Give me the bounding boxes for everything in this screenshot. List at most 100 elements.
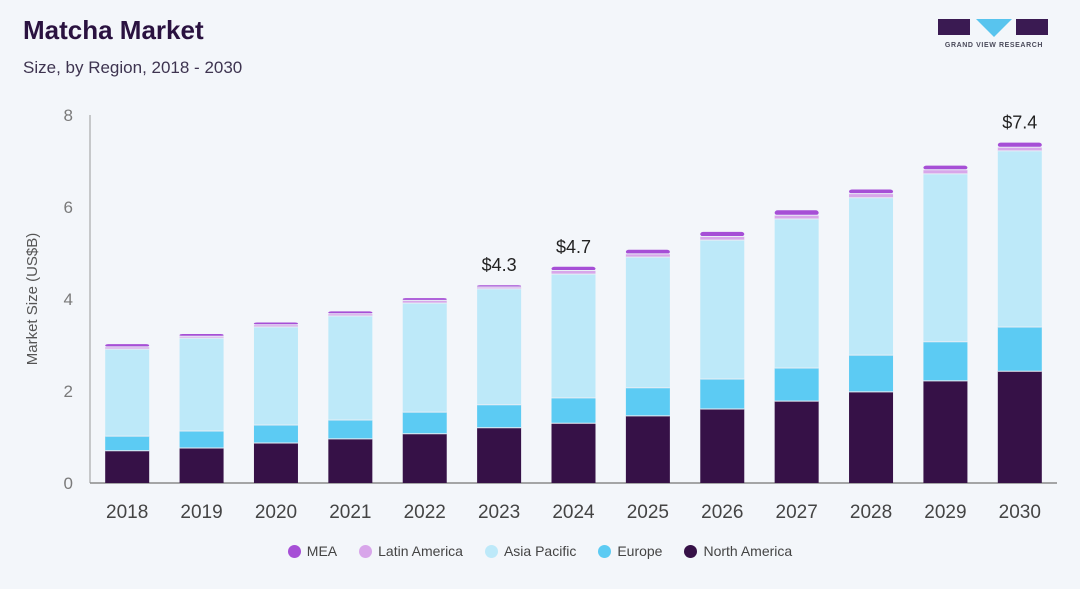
bar-segment-mea bbox=[923, 165, 968, 170]
bar-segment-europe bbox=[774, 368, 819, 402]
legend-item-north-america[interactable]: North America bbox=[684, 543, 792, 559]
bar-segment-europe bbox=[625, 387, 670, 416]
bar-segment-latin-america bbox=[849, 193, 894, 198]
x-tick-label: 2023 bbox=[478, 502, 520, 523]
bar-segment-asia-pacific bbox=[625, 257, 670, 388]
bar-segment-mea bbox=[253, 322, 298, 325]
bar-segment-europe bbox=[179, 431, 224, 449]
bar-segment-mea bbox=[997, 142, 1042, 148]
bar-segment-asia-pacific bbox=[774, 218, 819, 368]
bar-segment-europe bbox=[551, 397, 596, 424]
bar-segment-north-america bbox=[997, 371, 1042, 483]
legend-label: Latin America bbox=[378, 543, 463, 559]
x-tick-label: 2029 bbox=[924, 502, 966, 523]
bar-segment-north-america bbox=[253, 442, 298, 483]
x-tick-label: 2026 bbox=[701, 502, 743, 523]
bar-segment-latin-america bbox=[253, 324, 298, 328]
bar-segment-mea bbox=[625, 249, 670, 254]
x-tick-label: 2021 bbox=[329, 502, 371, 523]
bar-segment-north-america bbox=[700, 408, 745, 483]
y-tick-label: 8 bbox=[64, 106, 73, 125]
logo-triangle-icon bbox=[976, 19, 1012, 37]
bar-segment-mea bbox=[774, 210, 819, 216]
data-label: $4.7 bbox=[556, 237, 591, 257]
bar-segment-asia-pacific bbox=[700, 240, 745, 380]
legend-swatch bbox=[484, 544, 498, 558]
bar-segment-north-america bbox=[105, 450, 150, 483]
bar-segment-north-america bbox=[923, 380, 968, 483]
legend-swatch bbox=[598, 544, 612, 558]
bar-segment-europe bbox=[402, 412, 447, 434]
bar-segment-asia-pacific bbox=[477, 288, 522, 405]
data-label: $7.4 bbox=[1002, 113, 1037, 133]
legend-swatch bbox=[359, 544, 373, 558]
legend-item-asia-pacific[interactable]: Asia Pacific bbox=[484, 543, 577, 559]
grand-view-research-logo: GRAND VIEW RESEARCH bbox=[938, 17, 1050, 57]
bar-segment-mea bbox=[402, 298, 447, 301]
y-axis-label: Market Size (US$B) bbox=[24, 233, 41, 366]
legend: MEA Latin America Asia Pacific Europe No… bbox=[0, 543, 1080, 559]
data-label: $4.3 bbox=[482, 255, 517, 275]
logo-left-block-icon bbox=[938, 19, 970, 35]
bar-segment-asia-pacific bbox=[105, 349, 150, 437]
logo-right-block-icon bbox=[1016, 19, 1048, 35]
bar-segment-europe bbox=[849, 355, 894, 392]
bar-segment-north-america bbox=[551, 423, 596, 483]
bar-segment-europe bbox=[253, 425, 298, 443]
bar-segment-latin-america bbox=[774, 215, 819, 219]
bar-segment-latin-america bbox=[179, 336, 224, 339]
bar-segment-asia-pacific bbox=[551, 274, 596, 398]
legend-item-europe[interactable]: Europe bbox=[598, 543, 662, 559]
legend-label: North America bbox=[703, 543, 793, 559]
bar-segment-north-america bbox=[179, 448, 224, 483]
bar-segment-asia-pacific bbox=[402, 303, 447, 413]
x-tick-label: 2020 bbox=[255, 502, 297, 523]
bar-segment-asia-pacific bbox=[253, 327, 298, 426]
y-tick-label: 6 bbox=[64, 198, 73, 217]
x-tick-label: 2025 bbox=[627, 502, 669, 523]
x-tick-label: 2028 bbox=[850, 502, 892, 523]
legend-label: Asia Pacific bbox=[503, 543, 577, 559]
bar-segment-mea bbox=[179, 333, 224, 337]
y-tick-label: 0 bbox=[64, 474, 73, 493]
bar-segment-europe bbox=[700, 379, 745, 409]
bar-segment-mea bbox=[328, 311, 373, 314]
x-tick-label: 2018 bbox=[106, 502, 148, 523]
bar-segment-asia-pacific bbox=[849, 197, 894, 356]
legend-item-latin-america[interactable]: Latin America bbox=[359, 543, 463, 559]
bar-segment-latin-america bbox=[105, 346, 150, 350]
legend-swatch bbox=[287, 544, 301, 558]
bar-segment-mea bbox=[105, 344, 150, 347]
x-tick-label: 2027 bbox=[776, 502, 818, 523]
bar-segment-latin-america bbox=[477, 287, 522, 289]
chart-title: Matcha Market bbox=[23, 15, 204, 45]
bar-segment-europe bbox=[477, 404, 522, 428]
x-tick-label: 2030 bbox=[999, 502, 1041, 523]
legend-swatch bbox=[684, 544, 698, 558]
bar-segment-asia-pacific bbox=[328, 316, 373, 420]
bar-segment-north-america bbox=[477, 427, 522, 483]
x-tick-label: 2022 bbox=[404, 502, 446, 523]
bar-segment-latin-america bbox=[328, 313, 373, 317]
y-tick-label: 4 bbox=[64, 290, 73, 309]
bar-segment-north-america bbox=[402, 433, 447, 483]
x-tick-label: 2024 bbox=[552, 502, 595, 523]
legend-label: MEA bbox=[306, 543, 338, 559]
bar-segment-latin-america bbox=[625, 253, 670, 258]
bar-segment-asia-pacific bbox=[923, 173, 968, 342]
logo-text: GRAND VIEW RESEARCH bbox=[944, 42, 1044, 49]
chart-subtitle: Size, by Region, 2018 - 2030 bbox=[23, 58, 243, 77]
bar-segment-latin-america bbox=[923, 169, 968, 174]
bar-segment-latin-america bbox=[551, 270, 596, 275]
bar-segment-europe bbox=[923, 341, 968, 381]
x-tick-label: 2019 bbox=[180, 502, 222, 523]
bar-segment-north-america bbox=[625, 415, 670, 483]
legend-item-mea[interactable]: MEA bbox=[287, 543, 338, 559]
bar-segment-north-america bbox=[849, 391, 894, 483]
bar-segment-mea bbox=[700, 231, 745, 237]
bar-segment-north-america bbox=[774, 401, 819, 483]
bar-segment-europe bbox=[997, 327, 1042, 372]
bar-segment-europe bbox=[105, 436, 150, 451]
bar-segment-europe bbox=[328, 419, 373, 439]
